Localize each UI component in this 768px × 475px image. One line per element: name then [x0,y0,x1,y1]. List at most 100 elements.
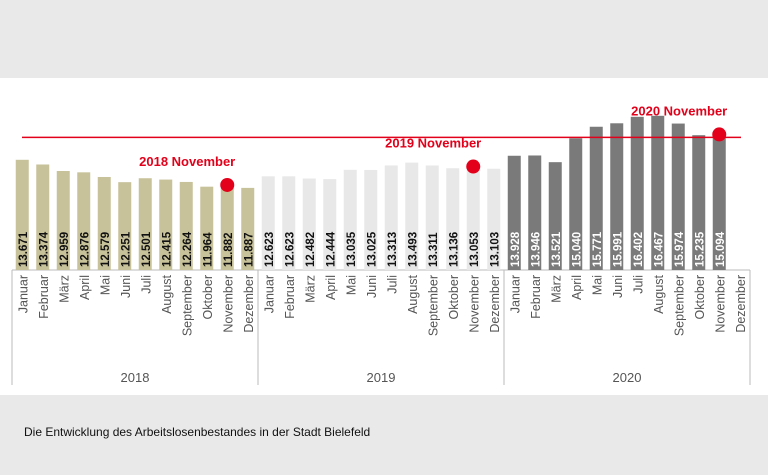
bar-2018-November [220,187,234,270]
data-label: 13.053 [469,232,481,267]
bar-2020-August [651,115,665,270]
bar-2020-Juli [630,116,644,270]
data-label: 13.136 [448,232,460,267]
data-label: 16.402 [633,232,645,267]
month-tick-label: September [672,275,686,336]
month-tick-label: Oktober [693,275,707,319]
month-tick-label: Oktober [201,275,215,319]
bar-2018-April [77,172,91,270]
data-label: 13.946 [530,232,542,267]
year-label: 2020 [613,370,642,385]
chart-caption: Die Entwicklung des Arbeitslosenbestande… [24,425,371,439]
bar-2018-September [179,181,193,270]
data-label: 15.235 [694,231,706,267]
month-tick-label: November [713,275,727,333]
bar-2020-April [569,138,583,270]
bar-2018-Juli [138,178,152,270]
bar-2018-März [56,171,70,270]
year-label: 2018 [121,370,150,385]
bar-2018-Januar [15,159,29,270]
highlight-marker [712,127,727,142]
month-tick-label: Februar [37,275,51,319]
year-label: 2019 [367,370,396,385]
data-label: 12.876 [79,232,91,267]
bar-2019-April [323,179,337,270]
data-label: 15.974 [674,231,686,267]
month-tick-label: November [467,275,481,333]
data-label: 13.313 [387,232,399,267]
bar-2019-Februar [282,176,296,270]
data-label: 13.928 [510,231,522,267]
data-label: 13.311 [428,232,440,267]
month-tick-label: Mai [344,275,358,295]
bar-2018-Mai [97,176,111,270]
bar-2019-März [302,178,316,270]
bar-2019-Dezember [487,168,501,270]
month-tick-label: Januar [508,275,522,313]
month-tick-label: April [78,275,92,300]
bar-chart: 13.671 Januar 13.374 Februar 12.959 März 12.87… [11,103,751,385]
month-tick-label: Mai [590,275,604,295]
bar-2018-Februar [36,164,50,270]
data-label: 15.991 [612,231,624,267]
bar-2020-Februar [528,155,542,270]
data-label: 12.251 [120,231,132,267]
bar-2019-Mai [343,169,357,270]
data-label: 15.040 [571,232,583,267]
data-label: 12.415 [161,231,173,267]
bar-2019-November [466,169,480,270]
data-label: 11.887 [243,232,255,267]
data-label: 13.671 [18,231,30,267]
month-tick-label: Juni [611,275,625,298]
data-label: 13.493 [407,232,419,267]
data-label: 13.103 [489,232,501,267]
month-tick-label: Dezember [734,275,748,333]
month-tick-label: März [57,275,71,303]
data-label: 12.959 [59,232,71,267]
month-tick-label: August [652,274,666,313]
bar-2020-Mai [589,126,603,270]
month-tick-label: Januar [262,275,276,313]
month-tick-label: Juli [385,275,399,294]
month-tick-label: Oktober [447,275,461,319]
bar-2019-Juli [384,165,398,270]
data-label: 16.467 [653,232,665,267]
month-tick-label: September [180,275,194,336]
data-label: 12.482 [305,232,317,267]
highlight-label: 2020 November [631,103,727,118]
month-tick-label: November [221,275,235,333]
month-tick-label: Dezember [488,275,502,333]
highlight-marker [466,159,481,174]
data-label: 13.374 [38,231,50,267]
data-label: 12.501 [141,231,153,267]
month-tick-label: Juli [139,275,153,294]
highlight-marker [220,177,235,192]
data-label: 13.035 [346,231,358,267]
month-tick-label: April [570,275,584,300]
month-tick-label: Januar [16,275,30,313]
data-label: 15.094 [715,231,727,267]
bar-2020-November [712,137,726,270]
bar-2018-August [159,179,173,270]
data-label: 12.579 [100,232,112,267]
month-tick-label: März [549,275,563,303]
highlight-label: 2018 November [139,154,235,169]
bar-2019-August [405,162,419,270]
month-tick-label: August [406,274,420,313]
bar-2018-Dezember [241,187,255,270]
month-tick-label: August [160,274,174,313]
data-label: 12.623 [284,232,296,267]
bar-2019-Januar [261,176,275,270]
data-label: 11.882 [223,232,235,267]
bar-2020-Oktober [692,135,706,270]
bar-2020-September [671,123,685,270]
month-tick-label: Dezember [242,275,256,333]
bar-2019-Oktober [446,168,460,270]
data-label: 12.623 [264,232,276,267]
bar-2020-März [548,162,562,270]
month-tick-label: Juni [119,275,133,298]
highlight-label: 2019 November [385,136,481,151]
data-label: 13.521 [551,231,563,267]
month-tick-label: April [324,275,338,300]
data-label: 13.025 [366,231,378,267]
